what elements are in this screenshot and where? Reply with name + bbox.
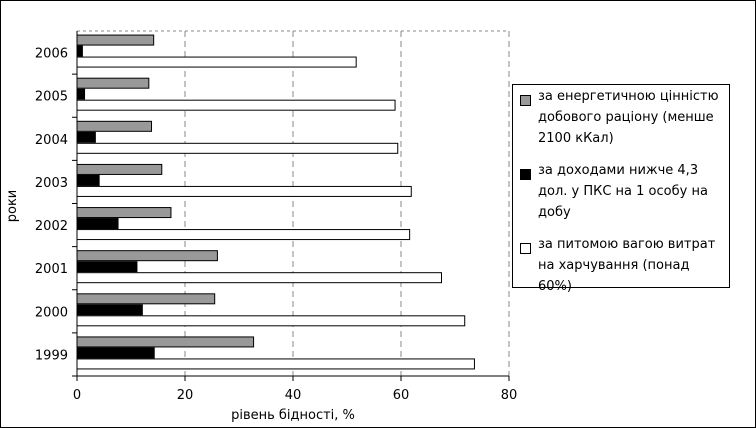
legend-label-food: за питомою вагою витрат на харчування (п… <box>538 234 723 297</box>
bar-2001-series-1 <box>77 251 217 261</box>
legend-label-income: за доходами нижче 4,3 дол. у ПКС на 1 ос… <box>538 160 723 223</box>
bar-2004-series-1 <box>77 121 152 131</box>
bar-2006-series-1 <box>77 35 154 45</box>
bar-2000-series-2 <box>77 305 142 315</box>
bar-1999-series-3 <box>77 359 474 369</box>
bar-1999-series-2 <box>77 348 154 358</box>
bar-2006-series-2 <box>77 46 82 56</box>
bar-2002-series-2 <box>77 219 118 229</box>
legend-item-income: за доходами нижче 4,3 дол. у ПКС на 1 ос… <box>519 165 723 223</box>
bar-2005-series-3 <box>77 100 395 110</box>
legend-swatch-energy <box>520 95 531 106</box>
legend-label-energy: за енергетичною цінністю добового раціон… <box>538 86 723 149</box>
x-tick-label-60: 60 <box>393 388 410 403</box>
legend-item-energy: за енергетичною цінністю добового раціон… <box>519 91 723 149</box>
y-tick-label-2001: 2001 <box>35 262 68 277</box>
bar-2002-series-1 <box>77 208 171 218</box>
bar-2000-series-1 <box>77 294 215 304</box>
bar-2003-series-2 <box>77 175 99 185</box>
y-axis-title: роки <box>5 190 20 223</box>
bar-2004-series-3 <box>77 143 398 153</box>
bar-2005-series-1 <box>77 78 149 88</box>
x-tick-label-0: 0 <box>73 388 81 403</box>
y-tick-label-2003: 2003 <box>35 176 68 191</box>
bar-2003-series-1 <box>77 164 162 174</box>
legend: за енергетичною цінністю добового раціон… <box>512 84 730 288</box>
y-tick-label-2004: 2004 <box>35 133 68 148</box>
x-tick-label-40: 40 <box>285 388 302 403</box>
y-tick-label-2005: 2005 <box>35 90 68 105</box>
bar-2000-series-3 <box>77 316 465 326</box>
x-tick-labels: 0 20 40 60 80 <box>73 376 517 403</box>
legend-swatch-food <box>520 243 531 254</box>
y-tick-label-2006: 2006 <box>35 47 68 62</box>
x-tick-label-20: 20 <box>177 388 194 403</box>
y-tick-label-2000: 2000 <box>35 305 68 320</box>
y-tick-labels: 2006 2005 2004 2003 2002 2001 2000 1999 <box>35 47 77 376</box>
y-tick-label-2002: 2002 <box>35 219 68 234</box>
bar-2005-series-2 <box>77 89 85 99</box>
bar-2002-series-3 <box>77 230 410 240</box>
legend-swatch-income <box>520 169 531 180</box>
legend-item-food: за питомою вагою витрат на харчування (п… <box>519 239 723 297</box>
bars <box>77 35 474 369</box>
x-axis-title: рівень бідності, % <box>231 408 355 423</box>
bar-1999-series-1 <box>77 337 254 347</box>
bar-2001-series-2 <box>77 262 137 272</box>
y-tick-label-1999: 1999 <box>35 348 68 363</box>
bar-2004-series-2 <box>77 132 95 142</box>
bar-2001-series-3 <box>77 273 442 283</box>
bar-2003-series-3 <box>77 186 411 196</box>
bar-2006-series-3 <box>77 57 356 67</box>
x-tick-label-80: 80 <box>501 388 518 403</box>
